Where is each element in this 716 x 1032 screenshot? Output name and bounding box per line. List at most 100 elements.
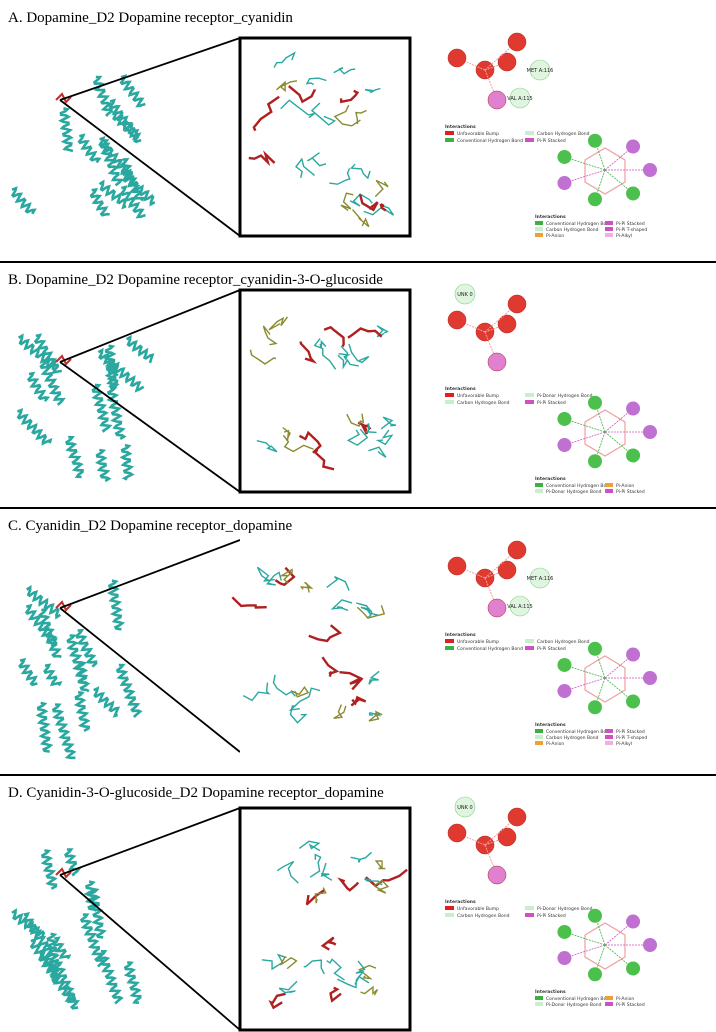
stick	[305, 888, 326, 906]
legend-swatch	[535, 741, 543, 745]
stick	[282, 434, 314, 453]
legend-swatch	[525, 906, 534, 910]
legend-swatch	[445, 138, 454, 142]
residue	[557, 657, 572, 672]
stick	[348, 343, 370, 364]
residue	[626, 448, 641, 463]
stick	[333, 104, 361, 127]
stick	[289, 705, 308, 724]
zoom-line	[59, 37, 241, 101]
helix	[119, 443, 135, 481]
legend-label: Conventional Hydrogen Bond	[457, 646, 523, 652]
legend-title: Interactions	[445, 386, 476, 392]
residue	[487, 90, 507, 110]
panel-title: C. Cyanidin_D2 Dopamine receptor_dopamin…	[8, 518, 292, 534]
helix	[77, 133, 102, 164]
legend-label: Pi-Donor Hydrogen Bond	[537, 393, 593, 399]
stick	[355, 960, 370, 984]
legend-swatch	[605, 1002, 613, 1006]
legend-swatch	[525, 913, 534, 917]
stick	[326, 575, 350, 591]
legend-label: Conventional Hydrogen Bond	[546, 729, 612, 735]
protein	[18, 579, 143, 760]
stick	[333, 67, 356, 75]
stick	[278, 980, 298, 994]
legend-label: Pi-Donor Hydrogen Bond	[546, 1002, 602, 1008]
helix	[106, 579, 126, 631]
stick	[330, 599, 353, 611]
stick	[314, 887, 327, 904]
stick	[373, 879, 390, 894]
stick	[358, 964, 377, 980]
legend-swatch	[525, 400, 534, 404]
residue	[626, 139, 641, 154]
legend-label: Carbon Hydrogen Bond	[546, 227, 599, 233]
helix	[123, 961, 142, 1004]
residue	[643, 938, 657, 952]
legend-label: Pi-Pi Stacked	[537, 138, 566, 144]
helix	[66, 634, 89, 685]
stick	[274, 566, 296, 587]
stick	[290, 685, 310, 698]
helix	[120, 158, 146, 202]
residue	[447, 48, 467, 68]
stick	[337, 877, 360, 892]
bond	[564, 156, 606, 171]
residue	[587, 967, 602, 982]
stick	[339, 671, 364, 691]
residue	[529, 59, 551, 81]
legend-label: Pi-Pi Stacked	[537, 646, 566, 652]
stick	[298, 430, 322, 454]
legend-swatch	[605, 483, 613, 487]
stick	[308, 624, 343, 643]
residue	[643, 163, 657, 177]
stick	[374, 860, 386, 870]
legend-swatch	[605, 227, 613, 231]
stick	[346, 428, 369, 447]
stick	[368, 712, 382, 717]
residue-label: MET A:116	[527, 68, 554, 74]
stick	[323, 325, 345, 348]
helix	[35, 701, 54, 753]
residue	[626, 401, 641, 416]
legend-label: Pi-Donor Hydrogen Bond	[537, 906, 593, 912]
residue-label: VAL A:115	[507, 604, 532, 610]
helix	[16, 407, 53, 446]
residue	[487, 865, 507, 885]
bond	[564, 431, 606, 446]
stick	[298, 840, 321, 852]
residue	[626, 914, 641, 929]
legend-swatch	[445, 131, 454, 135]
residue	[557, 924, 572, 939]
protein	[10, 74, 156, 219]
legend-label: Pi-Anion	[616, 996, 634, 1002]
zoom-line	[59, 99, 241, 237]
legend-title: Interactions	[445, 124, 476, 130]
stick	[376, 325, 389, 338]
helix	[115, 663, 143, 718]
stick	[346, 413, 365, 428]
legend-swatch	[445, 646, 454, 650]
legend-swatch	[445, 393, 454, 397]
helix	[18, 657, 38, 687]
stick	[288, 85, 316, 104]
helix	[43, 663, 63, 687]
legend-label: Carbon Hydrogen Bond	[546, 735, 599, 741]
stick	[379, 203, 387, 212]
ligand-ring	[584, 147, 626, 195]
zoom-line	[59, 539, 241, 609]
stick	[282, 426, 291, 441]
helix	[119, 74, 146, 108]
helix	[99, 139, 125, 187]
stick	[368, 446, 387, 458]
ligand-ring	[584, 655, 626, 703]
helix	[33, 333, 63, 375]
helix	[106, 385, 127, 441]
stick	[280, 99, 315, 119]
stick	[363, 205, 395, 216]
stick	[309, 853, 322, 878]
residue	[557, 411, 572, 426]
stick	[261, 953, 287, 971]
stick	[307, 152, 327, 167]
